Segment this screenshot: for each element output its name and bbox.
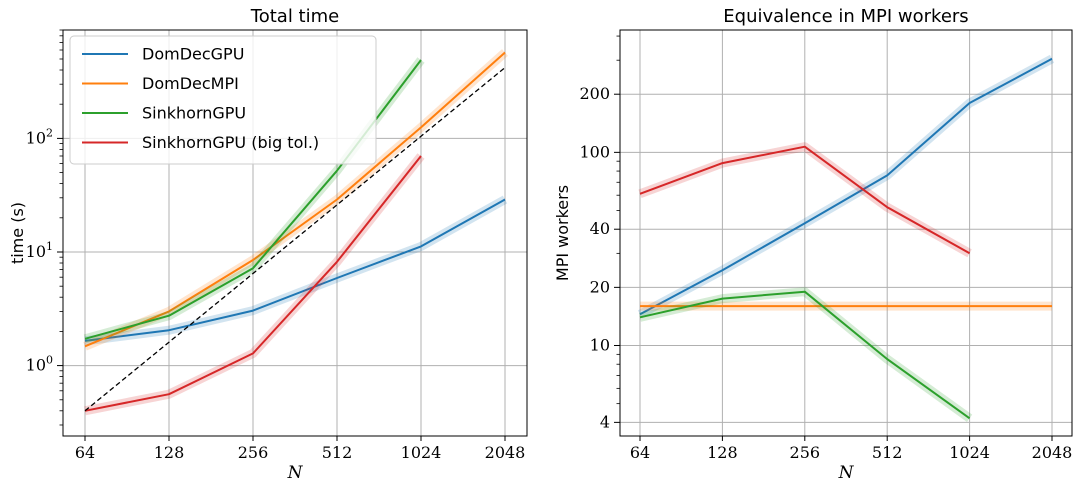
x-tick-label: 512 bbox=[872, 443, 903, 462]
y-tick-label: 10 bbox=[590, 336, 610, 355]
series-line bbox=[639, 290, 971, 420]
tick-labels: 64 128 256 512 1024 2048 4 10 20 40 100 200 bbox=[579, 35, 1073, 462]
y-tick-label: 102 bbox=[26, 126, 53, 147]
tick-labels: 64 128 256 512 1024 2048 100 101 102 bbox=[26, 29, 526, 462]
series-line bbox=[639, 145, 971, 255]
legend-label: SinkhornGPU (big tol.) bbox=[142, 133, 319, 152]
series-line bbox=[639, 57, 1053, 316]
y-tick-label: 4 bbox=[600, 412, 610, 431]
y-tick-label: 100 bbox=[579, 142, 610, 161]
legend-label: SinkhornGPU bbox=[142, 104, 246, 123]
x-axis-label: N bbox=[838, 463, 855, 483]
chart-mpi-workers: Equivalence in MPI workers MPI workers N… bbox=[553, 6, 1073, 483]
plot-frame bbox=[619, 29, 1073, 437]
x-tick-label: 64 bbox=[75, 443, 95, 462]
y-axis-label: MPI workers bbox=[553, 185, 572, 281]
gridlines bbox=[620, 30, 1072, 436]
series-line bbox=[84, 51, 506, 348]
y-tick-label: 100 bbox=[26, 354, 53, 375]
x-tick-label: 256 bbox=[790, 443, 821, 462]
legend-label: DomDecMPI bbox=[142, 74, 239, 93]
x-tick-label: 2048 bbox=[1032, 443, 1073, 462]
y-tick-label: 40 bbox=[590, 219, 610, 238]
x-tick-label: 1024 bbox=[949, 443, 990, 462]
chart-total-time: Total time time (s) N 64 128 256 512 1024 204… bbox=[8, 6, 528, 483]
x-tick-label: 64 bbox=[630, 443, 650, 462]
series-line bbox=[84, 155, 422, 412]
legend-box bbox=[69, 35, 377, 165]
y-axis-label: time (s) bbox=[8, 202, 27, 264]
x-tick-label: 2048 bbox=[485, 443, 526, 462]
y-tick-label: 101 bbox=[26, 240, 53, 261]
x-tick-label: 256 bbox=[238, 443, 269, 462]
legend-label: DomDecGPU bbox=[142, 45, 244, 64]
plot-frame bbox=[62, 29, 528, 437]
x-axis-label: N bbox=[287, 463, 304, 483]
y-tick-label: 200 bbox=[579, 84, 610, 103]
series-line bbox=[84, 67, 506, 412]
x-tick-label: 1024 bbox=[401, 443, 442, 462]
legend: DomDecGPU DomDecMPI SinkhornGPU SinkhornGPU… bbox=[69, 35, 377, 165]
chart-title: Total time bbox=[250, 6, 339, 27]
x-tick-label: 512 bbox=[322, 443, 353, 462]
series-lines bbox=[637, 54, 1055, 422]
chart-title: Equivalence in MPI workers bbox=[723, 6, 968, 27]
series-line bbox=[84, 198, 506, 342]
y-tick-label: 20 bbox=[590, 277, 610, 296]
series-band bbox=[637, 54, 1055, 319]
x-tick-label: 128 bbox=[707, 443, 738, 462]
x-tick-label: 128 bbox=[154, 443, 185, 462]
